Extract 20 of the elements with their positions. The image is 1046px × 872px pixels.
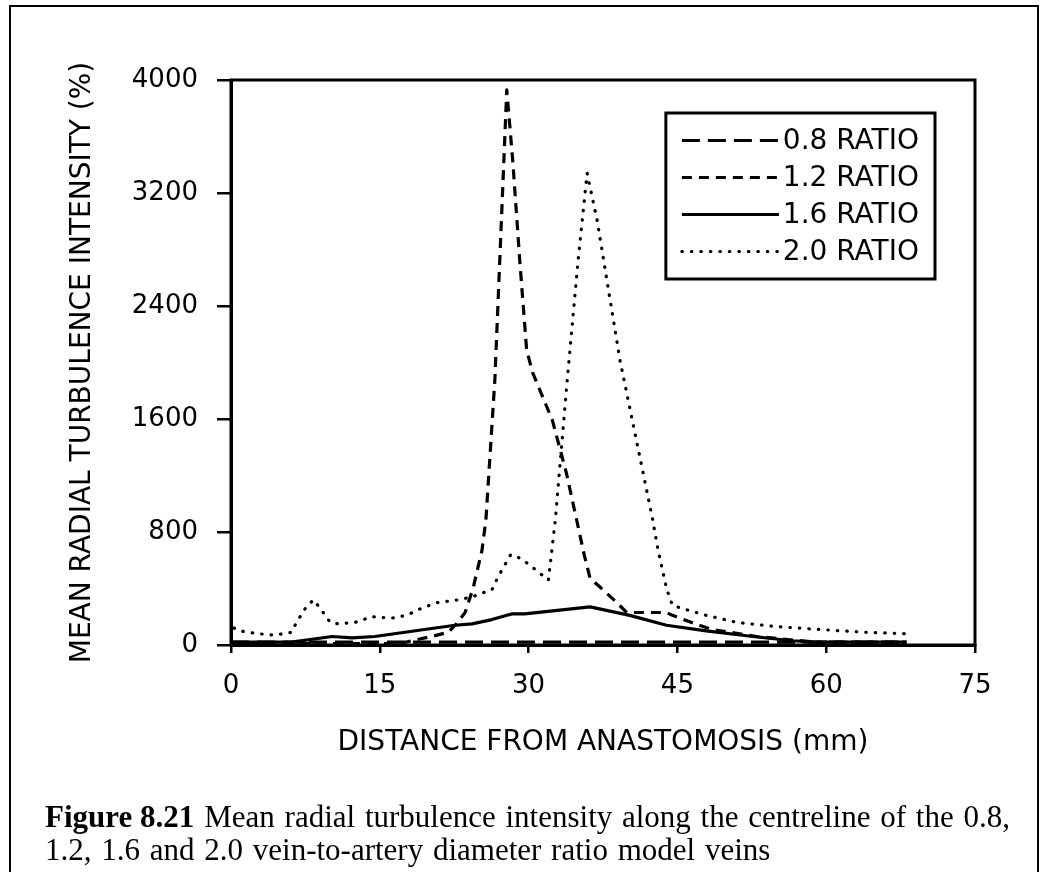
y-tick-label: 1600 xyxy=(131,401,198,432)
caption: Figure 8.21 xyxy=(45,799,195,834)
text: Mean radial turbulence intensity along the centreline of the 0.8, xyxy=(204,799,1010,834)
x-tick-label: 45 xyxy=(660,669,694,700)
x-tick-label: 15 xyxy=(363,669,397,700)
legend-label: 1.2 RATIO xyxy=(782,159,920,193)
y-tick-label: 2400 xyxy=(131,288,198,319)
x-tick-label: 0 xyxy=(222,669,240,700)
y-tick-label: 4000 xyxy=(131,62,198,93)
y-tick-label: 0 xyxy=(181,627,198,658)
x-axis-title: DISTANCE FROM ANASTOMOSIS (mm) xyxy=(337,724,869,758)
legend-label: 2.0 RATIO xyxy=(782,233,920,267)
x-tick-label: 30 xyxy=(512,669,546,700)
x-tick-label: 75 xyxy=(958,669,992,700)
legend-label: 1.6 RATIO xyxy=(782,196,920,230)
y-tick-label: 3200 xyxy=(131,175,198,206)
legend-label: 0.8 RATIO xyxy=(782,122,920,156)
y-tick-label: 800 xyxy=(148,514,198,545)
y-axis-title: MEAN RADIAL TURBULENCE INTENSITY (%) xyxy=(64,61,98,664)
x-tick-label: 60 xyxy=(809,669,843,700)
